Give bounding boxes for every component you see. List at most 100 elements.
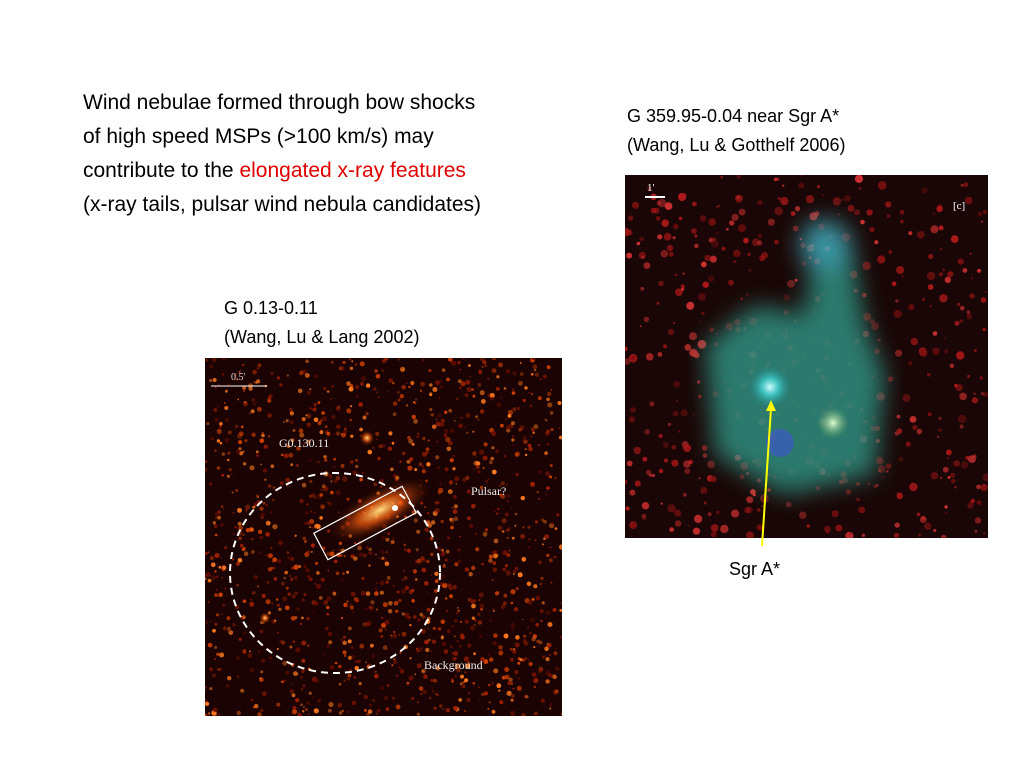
speckle (306, 701, 309, 705)
speckle (373, 424, 376, 427)
speckle (416, 529, 421, 534)
speckle (401, 579, 404, 581)
speckle (435, 455, 440, 460)
speckle (375, 431, 380, 436)
speckle (386, 575, 391, 580)
speckle (628, 416, 635, 423)
speckle (422, 451, 428, 457)
speckle (301, 616, 304, 620)
speckle (928, 285, 931, 288)
speckle (326, 605, 330, 610)
speckle (301, 417, 306, 422)
speckle (505, 418, 508, 421)
speckle (281, 680, 284, 684)
speckle (300, 687, 304, 691)
speckle (396, 590, 400, 594)
speckle (645, 353, 654, 361)
speckle (335, 490, 341, 496)
speckle (378, 444, 383, 449)
speckle (289, 407, 293, 412)
speckle (474, 618, 477, 622)
speckle (430, 679, 434, 682)
speckle (285, 671, 289, 675)
speckle (733, 249, 741, 258)
speckle (465, 475, 470, 480)
speckle (346, 570, 349, 574)
speckle (321, 484, 326, 489)
speckle (342, 572, 345, 575)
speckle (479, 409, 485, 414)
speckle (492, 561, 497, 565)
speckle (728, 279, 734, 286)
speckle (331, 385, 335, 388)
speckle (698, 293, 706, 301)
speckle (546, 486, 550, 490)
speckle (265, 554, 268, 557)
speckle (354, 665, 359, 671)
speckle (641, 255, 645, 259)
speckle (877, 465, 886, 473)
speckle (743, 237, 749, 244)
speckle (289, 689, 294, 694)
speckle (222, 507, 225, 511)
highlight: elongated x-ray features (239, 159, 466, 182)
speckle (309, 526, 312, 529)
speckle (672, 236, 676, 240)
speckle (482, 455, 488, 461)
speckle (215, 588, 218, 591)
speckle (351, 700, 357, 706)
speckle (949, 363, 955, 368)
speckle (976, 484, 981, 490)
speckle (957, 414, 967, 424)
speckle (526, 581, 532, 587)
speckle (503, 387, 507, 390)
speckle (877, 255, 886, 264)
speckle (422, 689, 428, 695)
speckle (631, 201, 640, 209)
speckle (757, 508, 761, 512)
speckle (343, 555, 346, 557)
speckle (546, 397, 550, 402)
speckle (313, 403, 317, 407)
speckle (896, 492, 903, 500)
speckle (205, 701, 210, 706)
speckle (269, 656, 273, 660)
speckle (680, 284, 685, 289)
speckle (257, 712, 262, 716)
speckle (528, 661, 533, 667)
speckle (491, 430, 497, 436)
speckle (672, 410, 679, 417)
speckle (498, 650, 504, 656)
speckle (425, 647, 430, 653)
speckle (390, 634, 393, 637)
speckle (270, 464, 275, 468)
speckle (532, 634, 538, 639)
speckle (222, 626, 227, 631)
speckle (462, 681, 466, 684)
speckle (894, 532, 900, 538)
speckle (450, 520, 452, 523)
speckle (473, 460, 479, 466)
speckle (308, 577, 312, 581)
speckle (798, 182, 805, 189)
speckle (501, 530, 505, 533)
speckle (744, 507, 751, 514)
speckle (236, 561, 240, 566)
speckle (471, 565, 476, 571)
speckle (306, 422, 311, 427)
speckle (214, 511, 219, 516)
speckle (340, 463, 345, 468)
speckle (625, 227, 630, 237)
speckle (491, 469, 497, 475)
speckle (702, 281, 709, 288)
speckle (427, 638, 431, 642)
speckle (709, 255, 717, 263)
speckle (427, 439, 430, 442)
speckle (485, 479, 489, 483)
speckle (216, 439, 221, 443)
speckle (678, 430, 681, 433)
speckle (409, 624, 412, 627)
speckle (450, 645, 453, 648)
speckle (967, 502, 974, 509)
speckle (233, 373, 237, 376)
